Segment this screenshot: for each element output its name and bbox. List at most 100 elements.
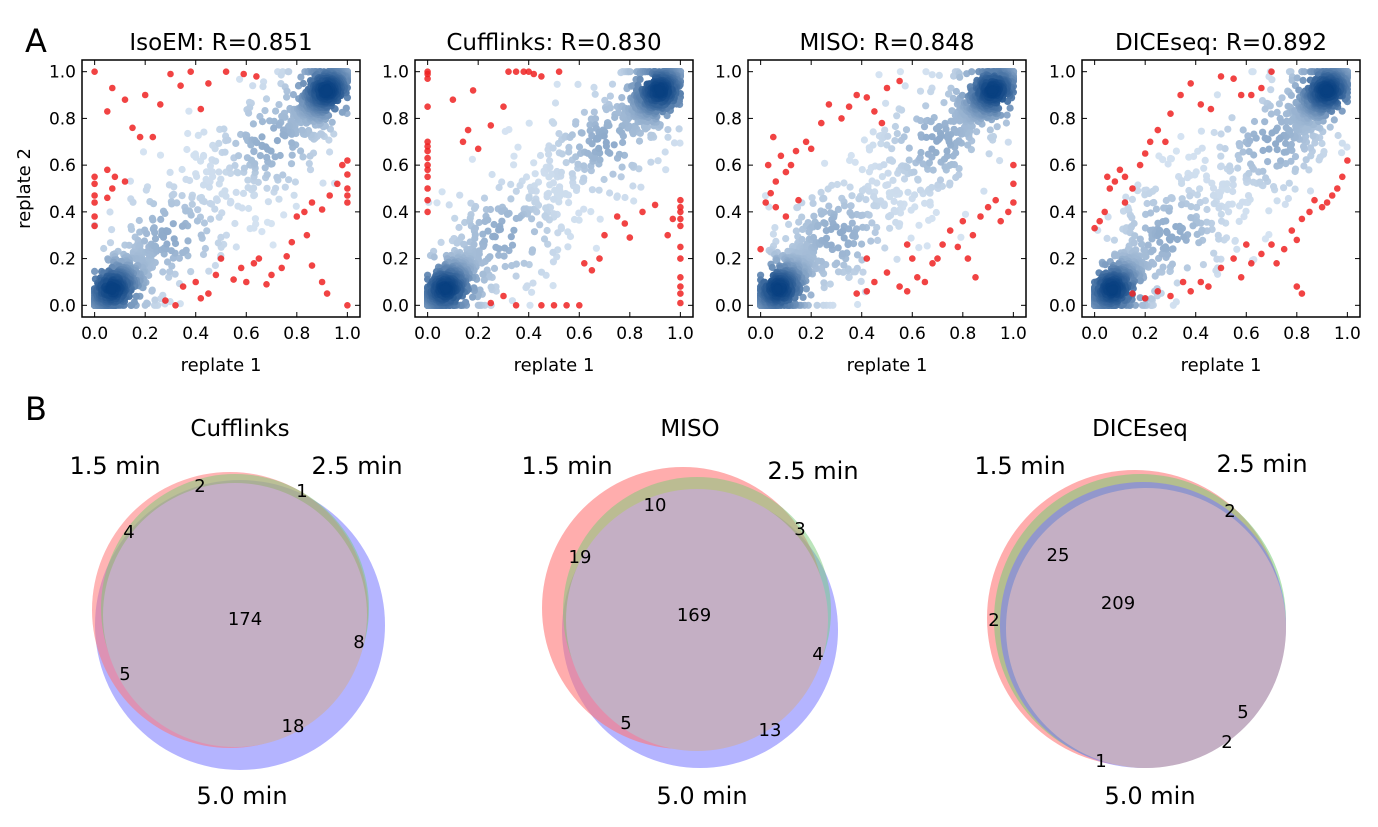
density-point: [272, 184, 280, 192]
density-point: [258, 118, 267, 126]
outlier-point: [677, 208, 684, 216]
outlier-point: [293, 213, 301, 220]
density-point: [637, 183, 645, 191]
outlier-point: [136, 133, 144, 141]
density-point: [556, 183, 564, 191]
density-point: [127, 225, 136, 233]
density-point: [896, 68, 905, 76]
density-point: [826, 280, 834, 288]
density-point: [1235, 217, 1243, 225]
outlier-point: [91, 213, 98, 220]
density-point: [586, 121, 594, 129]
density-point: [936, 176, 945, 184]
y-tick-label: 0.4: [49, 203, 76, 223]
density-point: [910, 168, 918, 176]
density-point: [525, 194, 533, 202]
density-point: [980, 187, 988, 195]
density-point: [194, 206, 202, 214]
density-point: [1199, 261, 1207, 269]
density-point: [536, 151, 545, 160]
density-point: [512, 214, 520, 223]
outlier-point: [984, 203, 992, 211]
density-point: [184, 252, 192, 260]
density-point: [270, 124, 278, 132]
outlier-point: [212, 271, 220, 279]
density-point: [480, 276, 488, 284]
density-point: [285, 68, 293, 76]
density-point: [168, 191, 176, 199]
density-point: [471, 231, 479, 239]
density-point: [670, 139, 679, 147]
density-point: [591, 90, 599, 98]
outlier-point: [237, 264, 245, 272]
outlier-point: [802, 138, 810, 146]
density-point: [530, 228, 539, 236]
x-tick-label: 1.0: [667, 324, 694, 344]
density-point: [474, 301, 482, 309]
density-point: [618, 94, 626, 102]
outlier-point: [91, 180, 98, 188]
density-point: [847, 202, 855, 210]
density-point: [848, 211, 856, 219]
density-point: [480, 194, 489, 202]
density-point: [507, 233, 515, 241]
y-tick-label: 0.8: [715, 109, 742, 129]
outlier-point: [512, 302, 520, 309]
density-point: [290, 191, 298, 199]
density-point: [200, 151, 208, 160]
density-point: [529, 279, 537, 287]
density-point: [549, 179, 558, 187]
outlier-point: [141, 91, 149, 99]
density-point: [258, 133, 266, 141]
outlier-point: [474, 145, 482, 153]
outlier-point: [576, 302, 583, 309]
density-point: [1210, 249, 1218, 257]
outlier-point: [172, 302, 179, 309]
density-point: [840, 261, 848, 269]
outlier-point: [464, 126, 472, 134]
outlier-point: [512, 68, 520, 75]
outlier-point: [263, 281, 270, 288]
outlier-point: [677, 274, 684, 281]
density-point: [249, 82, 257, 90]
density-point: [221, 148, 229, 156]
outlier-point: [792, 147, 800, 155]
outlier-point: [838, 115, 845, 122]
outlier-point: [326, 192, 334, 199]
density-point: [915, 221, 923, 229]
outlier-point: [871, 278, 878, 286]
density-point: [541, 212, 549, 220]
density-point: [885, 213, 893, 221]
outlier-point: [469, 87, 477, 94]
density-point: [194, 131, 202, 139]
density-point: [813, 301, 821, 309]
density-point: [206, 162, 214, 170]
density-point: [993, 123, 1001, 131]
density-points: [424, 68, 685, 309]
density-point: [188, 200, 196, 208]
density-point: [943, 133, 952, 141]
outlier-point: [939, 241, 946, 248]
density-point: [1128, 195, 1136, 203]
outlier-point: [581, 260, 588, 267]
density-point: [1003, 111, 1011, 119]
x-tick-label: 1.0: [1000, 324, 1027, 344]
outlier-point: [530, 70, 538, 78]
density-point: [675, 125, 683, 133]
density-point: [621, 193, 629, 202]
density-point: [1261, 235, 1269, 243]
density-point: [549, 144, 557, 152]
outlier-point: [596, 255, 603, 262]
density-point: [602, 138, 610, 147]
density-point: [1178, 179, 1186, 188]
density-point: [203, 227, 211, 235]
density-point: [907, 234, 915, 242]
density-point: [1218, 217, 1226, 225]
density-point: [549, 282, 557, 290]
outlier-point: [767, 189, 774, 197]
density-point: [1338, 149, 1346, 157]
density-point: [251, 215, 259, 223]
outlier-point: [424, 75, 431, 82]
y-tick-label: 0.6: [715, 156, 742, 176]
density-point: [926, 198, 934, 206]
